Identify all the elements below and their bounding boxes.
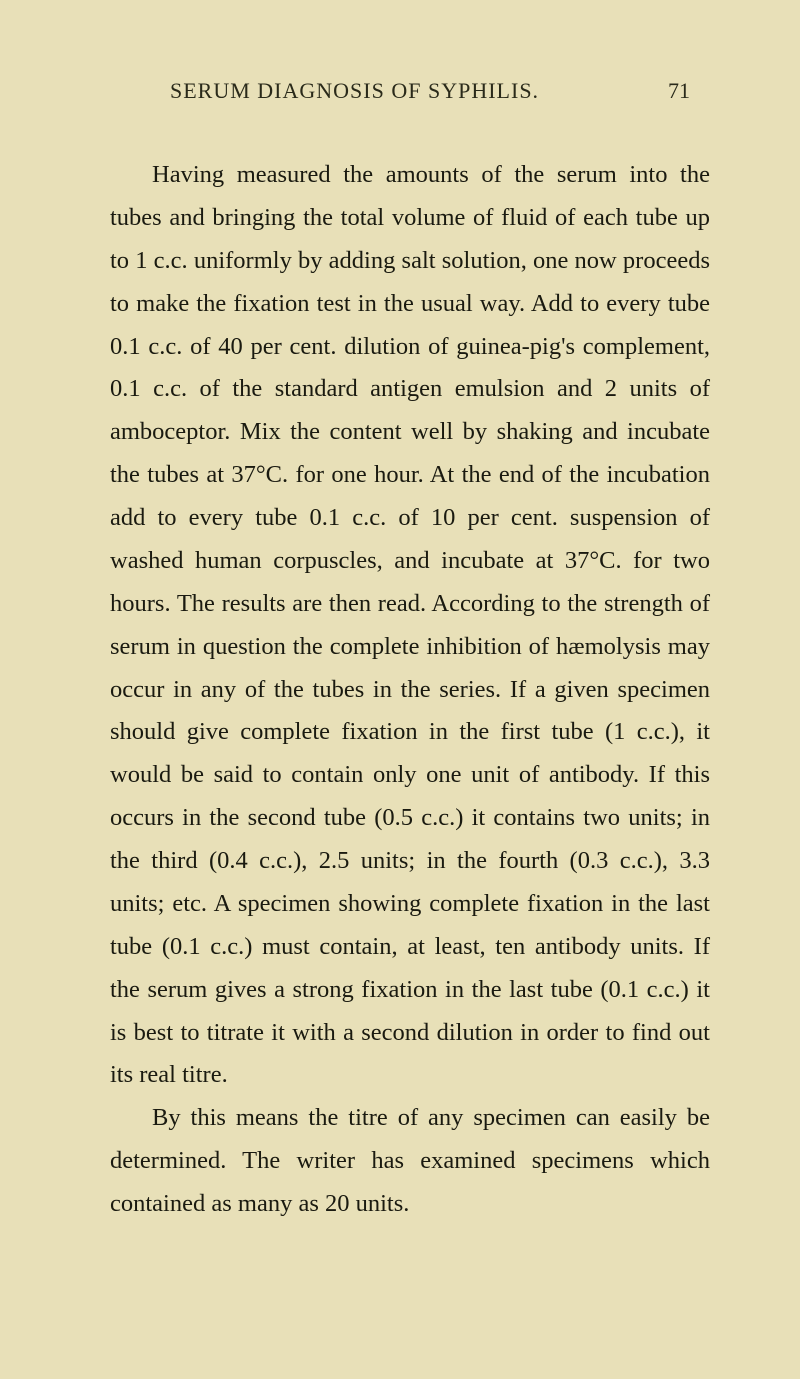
page-header: SERUM DIAGNOSIS OF SYPHILIS. 71 [110, 78, 710, 104]
page-number: 71 [668, 78, 690, 104]
body-paragraph-2: By this means the titre of any specimen … [110, 1097, 710, 1226]
running-title: SERUM DIAGNOSIS OF SYPHILIS. [170, 78, 539, 104]
body-paragraph-1: Having measured the amounts of the serum… [110, 154, 710, 1097]
